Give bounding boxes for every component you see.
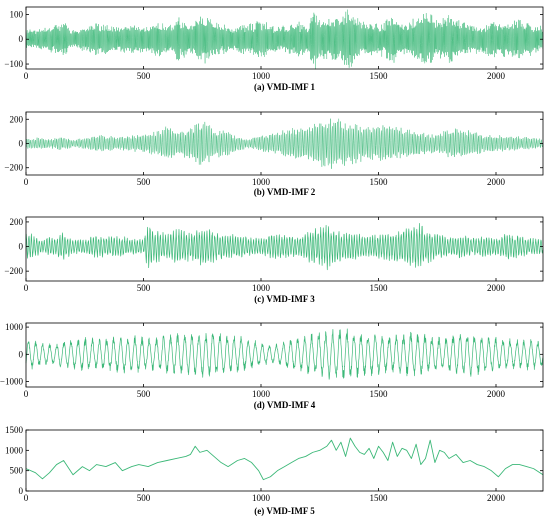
- y-tick-label: −200: [4, 163, 23, 173]
- x-tick-label: 1000: [252, 71, 271, 81]
- panel-caption: (a) VMD-IMF 1: [254, 82, 315, 92]
- panel-caption: (d) VMD-IMF 4: [254, 400, 316, 410]
- y-tick-label: 0: [19, 139, 24, 149]
- imf-series-line: [25, 223, 544, 271]
- y-tick-label: 0: [19, 34, 24, 44]
- x-tick-label: 1500: [370, 177, 389, 187]
- x-tick-label: 1000: [252, 283, 271, 293]
- imf-series-line: [25, 9, 543, 70]
- plot-frame: [25, 216, 544, 282]
- x-tick-label: 0: [24, 283, 29, 293]
- y-tick-label: 1500: [5, 425, 24, 435]
- x-tick-label: 500: [137, 177, 151, 187]
- panel-5: 0 500 1000 1500 2000 1500 1000 500 0 (e) VMD-IMF …: [5, 425, 544, 516]
- plot-frame: [25, 322, 544, 388]
- x-tick-label: 2000: [487, 283, 506, 293]
- y-tick-label: 100: [10, 9, 24, 19]
- x-tick-label: 1500: [370, 493, 389, 503]
- y-tick-label: 0: [19, 242, 24, 252]
- x-tick-label: 2000: [487, 71, 506, 81]
- x-tick-label: 1000: [252, 493, 271, 503]
- plot-frame: [25, 429, 544, 492]
- x-tick-label: 500: [137, 493, 151, 503]
- y-tick-label: 500: [10, 466, 24, 476]
- y-tick-label: 1000: [5, 445, 24, 455]
- y-tick-label: −100: [4, 59, 23, 69]
- x-tick-label: 1000: [252, 177, 271, 187]
- x-tick-label: 500: [137, 71, 151, 81]
- y-tick-label: 0: [19, 486, 24, 496]
- panel-caption: (b) VMD-IMF 2: [254, 187, 316, 197]
- x-tick-label: 1500: [370, 283, 389, 293]
- x-tick-label: 2000: [487, 389, 506, 399]
- x-tick-label: 500: [137, 283, 151, 293]
- y-tick-label: 200: [10, 217, 24, 227]
- imf-series-line: [25, 437, 544, 481]
- y-tick-label: 0: [19, 349, 24, 359]
- x-tick-label: 500: [137, 389, 151, 399]
- x-tick-label: 1000: [252, 389, 271, 399]
- x-tick-label: 0: [24, 177, 29, 187]
- x-tick-label: 0: [24, 71, 29, 81]
- panel-caption: (e) VMD-IMF 5: [254, 506, 315, 516]
- plot-frame: [25, 6, 544, 70]
- x-tick-label: 0: [24, 389, 29, 399]
- y-tick-label: −200: [4, 266, 23, 276]
- x-tick-label: 1500: [370, 389, 389, 399]
- y-tick-label: 1000: [5, 322, 24, 332]
- x-tick-label: 1500: [370, 71, 389, 81]
- x-tick-label: 0: [24, 493, 29, 503]
- panel-caption: (c) VMD-IMF 3: [254, 294, 315, 304]
- x-tick-label: 2000: [487, 493, 506, 503]
- x-tick-label: 2000: [487, 177, 506, 187]
- y-tick-label: −1000: [0, 377, 23, 387]
- y-tick-label: 200: [10, 114, 24, 124]
- imf-series-line: [25, 328, 544, 380]
- imf-series-line: [25, 118, 543, 170]
